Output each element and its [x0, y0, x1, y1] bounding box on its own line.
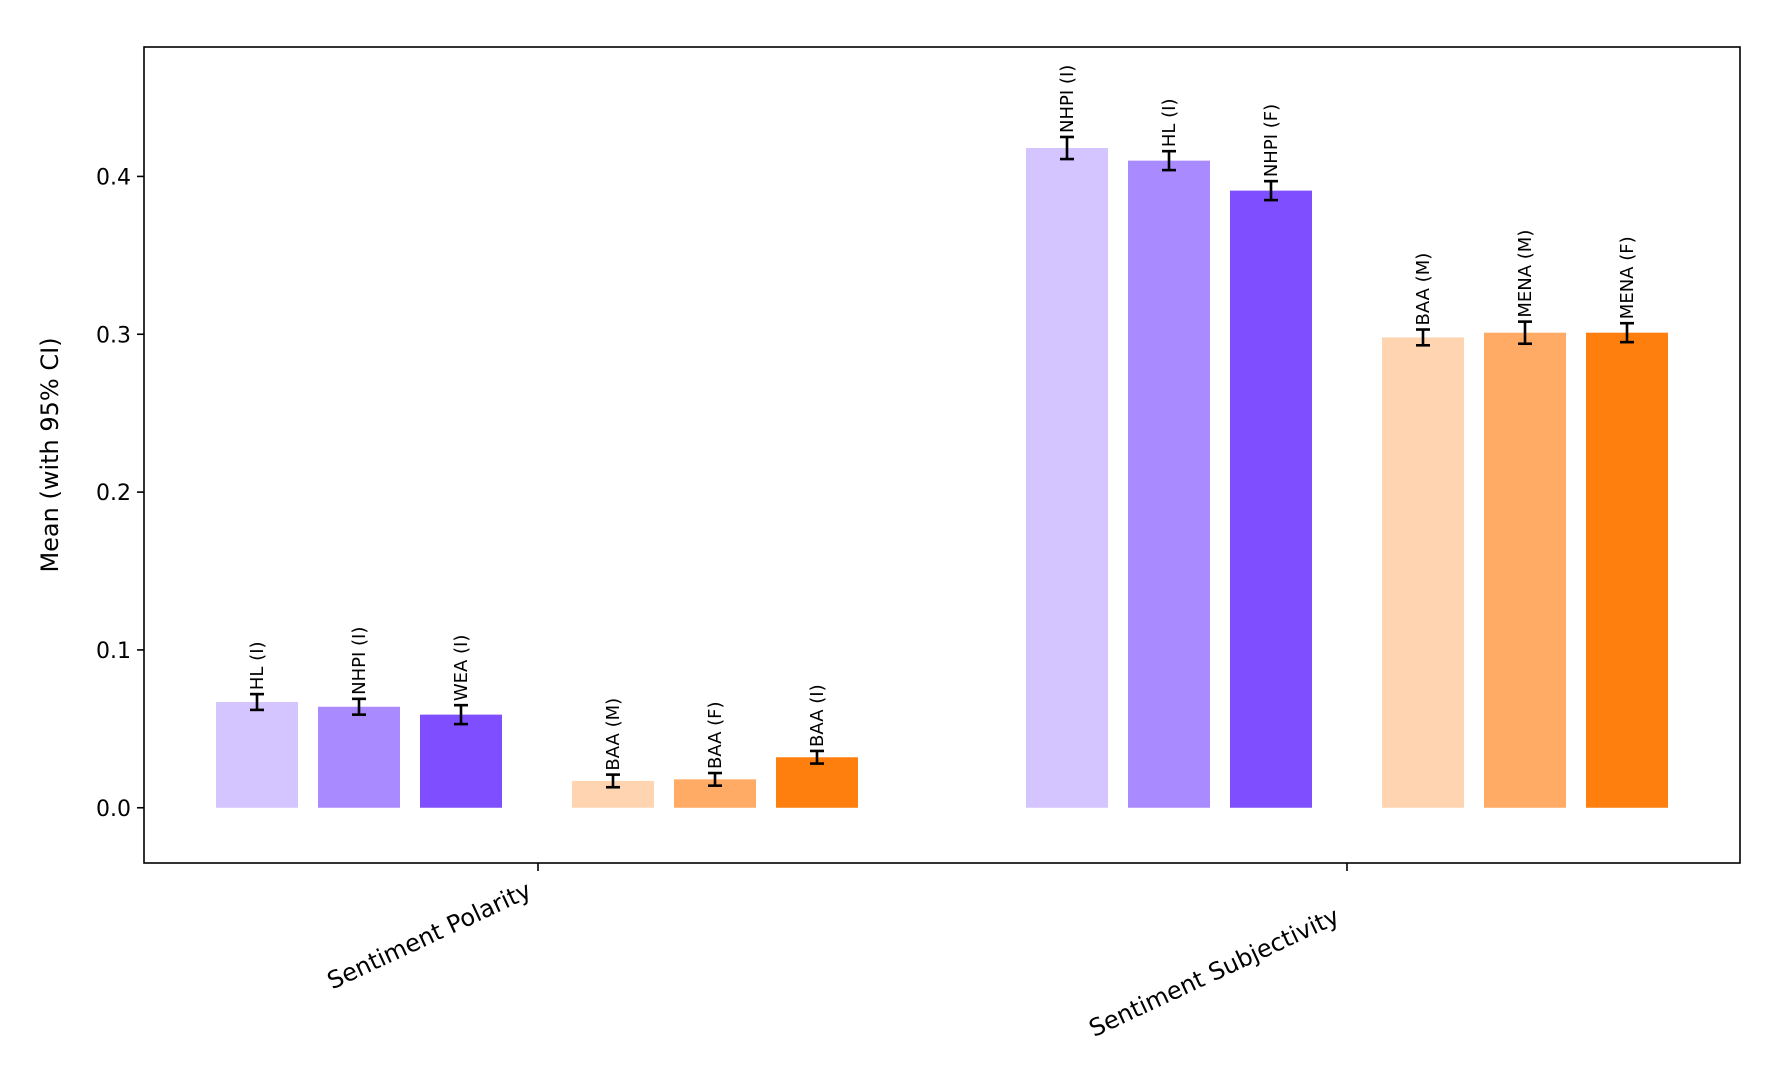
bars-layer: HL (I) NHPI (I) WEA (I) BAA (M) BAA (F) BAA (… — [216, 65, 1668, 808]
bar-label: MENA (M) — [1515, 230, 1536, 318]
y-tick-label: 0.2 — [96, 481, 131, 506]
bar-label: MENA (F) — [1617, 236, 1638, 319]
bar — [318, 706, 400, 808]
bar — [420, 714, 502, 808]
y-tick-label: 0.4 — [96, 165, 131, 190]
x-category-label: Sentiment Subjectivity — [1085, 902, 1344, 1043]
bar-label: WEA (I) — [451, 635, 472, 702]
bar-label: BAA (F) — [705, 701, 726, 769]
bar-label: BAA (M) — [603, 698, 624, 771]
bar — [1026, 148, 1108, 808]
y-tick-label: 0.1 — [96, 639, 131, 664]
bar-label: BAA (M) — [1413, 253, 1434, 326]
bar — [1586, 332, 1668, 808]
bar — [216, 702, 298, 808]
bar — [776, 757, 858, 808]
y-tick-label: 0.3 — [96, 323, 131, 348]
bar-label: NHPI (I) — [1057, 65, 1078, 133]
plot-frame — [143, 46, 1741, 864]
x-category-label: Sentiment Polarity — [323, 876, 536, 995]
bar-label: HL (I) — [247, 641, 268, 690]
bar-label: NHPI (F) — [1261, 104, 1282, 177]
bar-label: HL (I) — [1159, 99, 1180, 148]
bar — [1484, 332, 1566, 808]
y-axis-title: Mean (with 95% CI) — [36, 337, 64, 572]
y-tick-label: 0.0 — [96, 797, 131, 822]
x-axis: Sentiment Polarity Sentiment Subjectivity — [323, 863, 1348, 1043]
bar — [1230, 190, 1312, 808]
bar-label: BAA (I) — [807, 684, 828, 747]
bar — [1128, 160, 1210, 808]
y-axis: 0.0 0.1 0.2 0.3 0.4 — [96, 165, 144, 822]
bar-label: NHPI (I) — [349, 627, 370, 695]
bar — [1382, 337, 1464, 808]
